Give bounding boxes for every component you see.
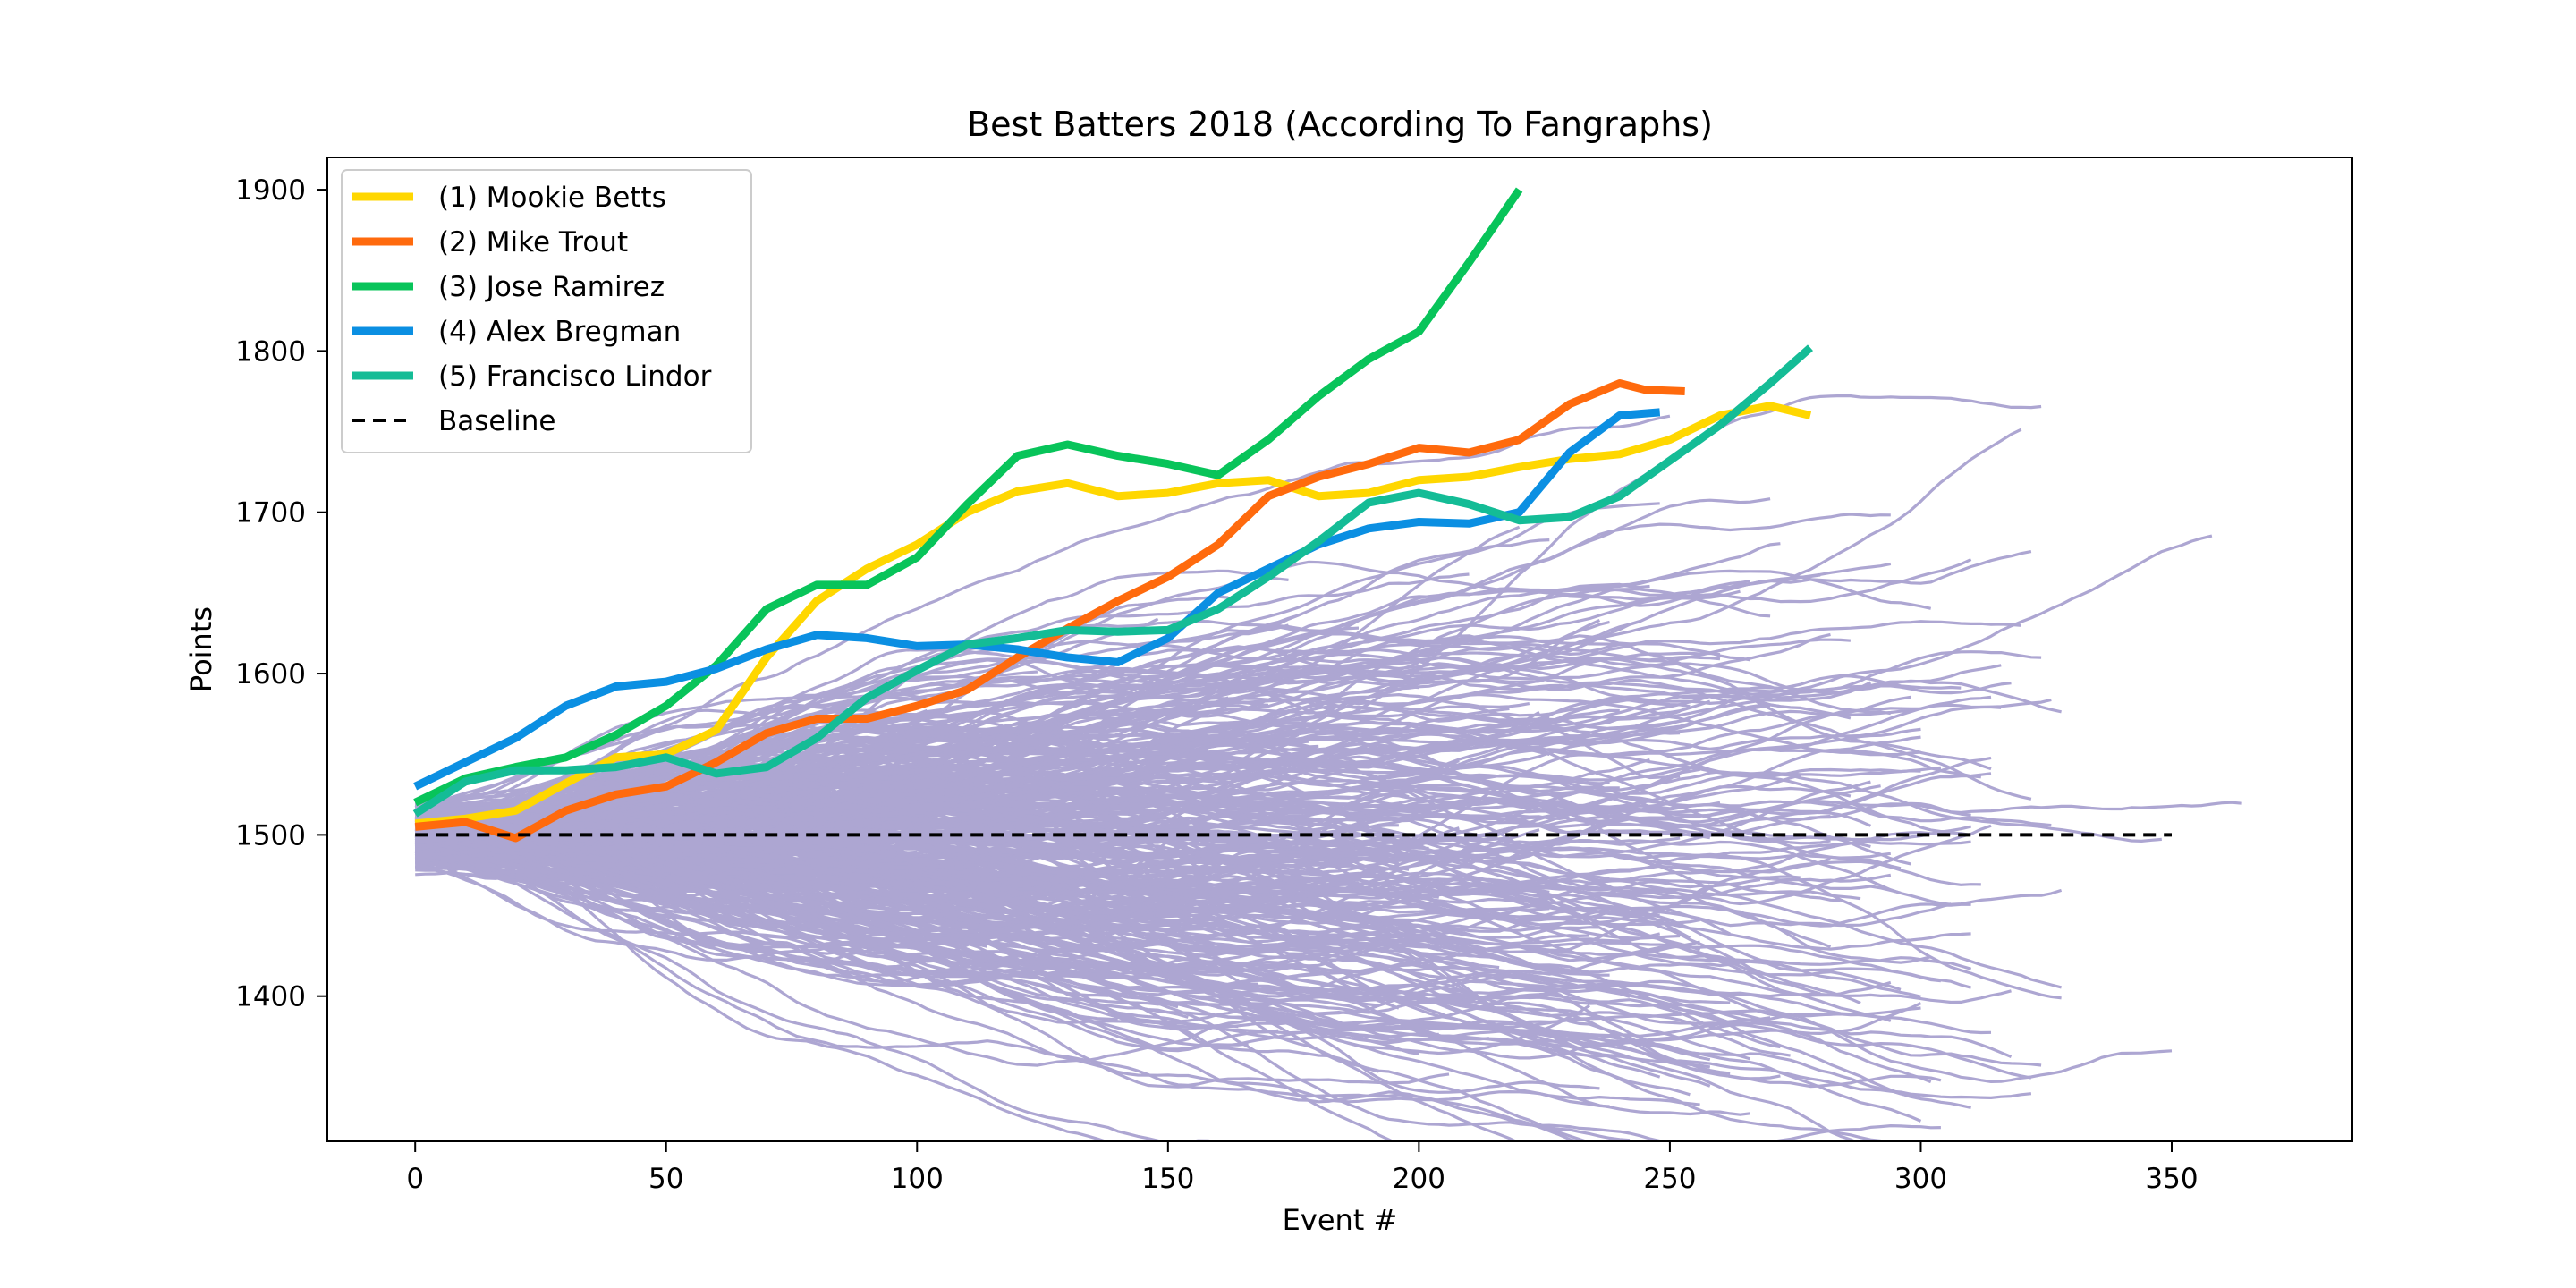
x-tick-label: 250: [1643, 1163, 1696, 1195]
x-axis-label: Event #: [1283, 1203, 1398, 1237]
background-player-line: [415, 820, 1329, 894]
background-player-line: [414, 582, 1650, 848]
y-tick-label: 1500: [235, 819, 306, 852]
background-player-line: [414, 863, 1941, 1141]
legend-label: (4) Alex Bregman: [438, 316, 681, 348]
background-player-line: [414, 834, 1801, 977]
background-player-line: [414, 774, 2062, 1000]
y-tick-label: 1600: [235, 658, 306, 691]
background-player-line: [414, 774, 2242, 970]
x-tick-label: 0: [406, 1163, 424, 1195]
background-player-line: [414, 618, 1601, 823]
x-tick-label: 300: [1894, 1163, 1947, 1195]
background-player-line: [415, 750, 1379, 843]
series-lines: [412, 187, 2172, 843]
series-line-5: [412, 344, 1813, 818]
x-tick-label: 200: [1393, 1163, 1445, 1195]
background-player-line: [414, 773, 1400, 861]
background-player-line: [414, 817, 1110, 1141]
background-player-line: [415, 800, 1570, 844]
background-player-line: [414, 803, 1861, 1004]
background-player-line: [415, 840, 1179, 928]
legend-label: (1) Mookie Betts: [438, 182, 666, 214]
background-player-line: [415, 670, 1038, 819]
legend-label: (5) Francisco Lindor: [438, 360, 712, 393]
y-tick-label: 1400: [235, 981, 306, 1013]
series-line-3: [413, 187, 1523, 807]
background-player-line: [415, 802, 1661, 1079]
y-tick-label: 1700: [235, 497, 306, 530]
background-player-line: [415, 833, 1700, 937]
x-tick-label: 50: [648, 1163, 683, 1195]
legend-label: Baseline: [438, 405, 555, 437]
legend: (1) Mookie Betts (2) Mike Trout (3) Jose R…: [341, 169, 752, 453]
background-player-line: [415, 816, 1832, 949]
background-player-line: [415, 620, 1610, 840]
background-lines: [414, 394, 2242, 1141]
y-tick-label: 1800: [235, 335, 306, 368]
background-player-line: [415, 798, 1942, 983]
x-tick-label: 100: [891, 1163, 944, 1195]
background-player-line: [415, 784, 1721, 849]
background-player-line: [414, 814, 1396, 1141]
background-player-line: [414, 414, 1671, 814]
background-player-line: [415, 839, 2063, 906]
legend-label: (3) Jose Ramirez: [438, 271, 665, 303]
background-player-line: [415, 648, 1721, 825]
y-tick-label: 1900: [235, 174, 306, 207]
background-player-line: [415, 770, 1450, 941]
legend-box: [341, 169, 752, 453]
background-player-line: [414, 835, 1223, 1141]
background-player-line: [415, 859, 1932, 964]
chart-title: Best Batters 2018 (According To Fangraph…: [967, 105, 1713, 144]
background-player-line: [415, 823, 1490, 1041]
y-axis-label: Points: [184, 606, 218, 692]
background-player-line: [415, 698, 2052, 835]
series-line-4: [413, 408, 1661, 791]
x-axis: 0 50 100 150 200 250 300 350: [406, 1141, 2199, 1195]
background-player-line: [414, 834, 1781, 1080]
background-player-line: [415, 558, 1972, 862]
legend-label: (2) Mike Trout: [438, 226, 628, 258]
x-tick-label: 150: [1141, 1163, 1194, 1195]
series-line-1: [414, 402, 1812, 828]
y-axis: 1400 1500 1600 1700 1800 1900: [235, 174, 327, 1013]
background-player-line: [415, 823, 1932, 1084]
x-tick-label: 350: [2145, 1163, 2198, 1195]
plot-frame: [326, 157, 2353, 1142]
background-player-line: [414, 751, 1410, 843]
background-player-line: [414, 835, 1631, 1141]
background-player-line: [414, 834, 1118, 1021]
